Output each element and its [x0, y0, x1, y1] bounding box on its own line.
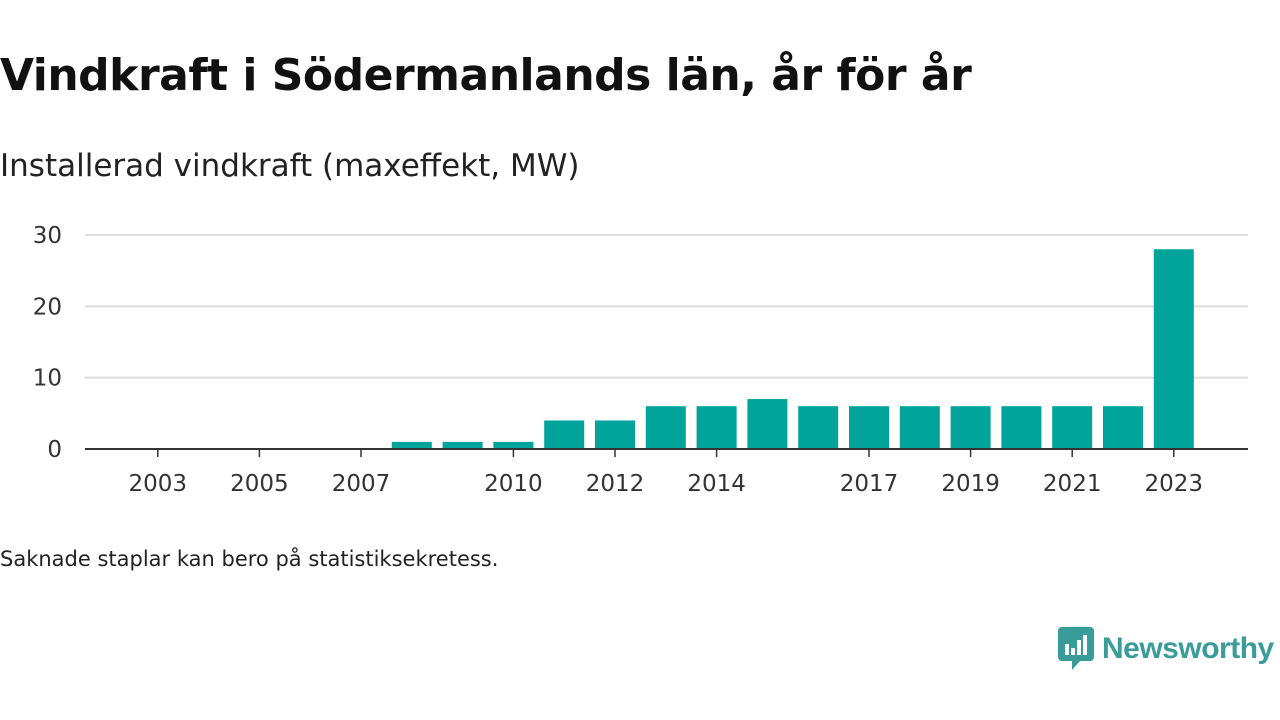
bar-chart: 0 10 20 30 2003 2005 2007 2010 2012 2014 2017 2019 2…	[33, 223, 1248, 497]
x-tick-label: 2019	[941, 471, 1000, 497]
grid-lines	[85, 234, 1248, 379]
x-tick-label: 2014	[687, 471, 746, 497]
x-tick-label: 2023	[1145, 471, 1204, 497]
bar-2012	[595, 420, 635, 449]
x-tick-label: 2017	[840, 471, 899, 497]
bar-2011	[544, 420, 585, 449]
x-tick-label: 2005	[230, 471, 289, 497]
y-tick-label: 20	[33, 294, 62, 320]
bar-2015	[747, 399, 788, 449]
bar-2019	[950, 406, 991, 449]
bars	[391, 249, 1194, 449]
newsworthy-logo-icon	[1058, 627, 1094, 670]
x-tick-label: 2010	[484, 471, 543, 497]
bar-2013	[645, 406, 686, 449]
bar-2009	[442, 441, 483, 449]
bar-2021	[1052, 406, 1093, 449]
bar-2016	[798, 406, 839, 449]
y-tick-label: 10	[33, 366, 62, 392]
x-tick-label: 2007	[332, 471, 391, 497]
x-tick-label: 2021	[1043, 471, 1102, 497]
bar-2017	[849, 406, 889, 449]
footnote: Saknade staplar kan bero på statistiksek…	[0, 547, 499, 571]
x-tick-label: 2003	[129, 471, 188, 497]
bar-2020	[1001, 406, 1042, 449]
chart-title: Vindkraft i Södermanlands län, år för år	[0, 50, 972, 101]
y-tick-label: 0	[47, 437, 62, 463]
x-tick-label: 2012	[586, 471, 645, 497]
bar-2018	[899, 406, 940, 449]
bar-2014	[696, 406, 737, 449]
bar-2022	[1103, 406, 1143, 449]
axes: 0 10 20 30 2003 2005 2007 2010 2012 2014 2017 2019 2…	[33, 223, 1248, 497]
bar-2023	[1153, 249, 1194, 449]
y-tick-label: 30	[33, 223, 62, 249]
bar-2008	[391, 441, 432, 449]
newsworthy-logo: Newsworthy	[1058, 627, 1274, 671]
bar-2010	[493, 441, 534, 449]
brand-name: Newsworthy	[1102, 632, 1274, 665]
chart-subtitle: Installerad vindkraft (maxeffekt, MW)	[0, 148, 580, 184]
